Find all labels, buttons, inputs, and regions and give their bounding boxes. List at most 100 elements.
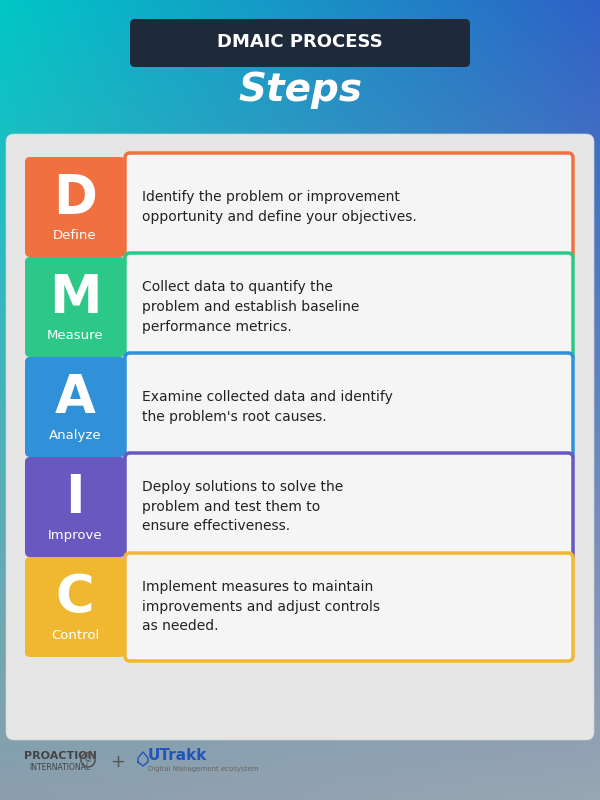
- Bar: [0, 619, 600, 624]
- Text: Identify the problem or improvement
opportunity and define your objectives.: Identify the problem or improvement oppo…: [142, 190, 417, 224]
- Text: Steps: Steps: [238, 71, 362, 109]
- Bar: [0, 635, 600, 640]
- Text: Improve: Improve: [47, 530, 103, 542]
- Bar: [0, 599, 600, 604]
- Bar: [0, 7, 600, 12]
- Bar: [0, 535, 600, 540]
- Bar: [0, 543, 600, 548]
- Bar: [0, 259, 600, 264]
- Bar: [0, 311, 600, 316]
- Bar: [0, 659, 600, 664]
- Text: C: C: [56, 572, 94, 624]
- Bar: [0, 47, 600, 52]
- Bar: [0, 151, 600, 156]
- Bar: [0, 523, 600, 528]
- Bar: [0, 495, 600, 500]
- Bar: [0, 591, 600, 596]
- Bar: [0, 443, 600, 448]
- Bar: [0, 743, 600, 748]
- Bar: [0, 499, 600, 504]
- Bar: [0, 419, 600, 424]
- Bar: [0, 155, 600, 160]
- Bar: [0, 639, 600, 644]
- Bar: [0, 731, 600, 736]
- Bar: [0, 3, 600, 8]
- Bar: [0, 203, 600, 208]
- Bar: [0, 783, 600, 788]
- Bar: [0, 407, 600, 412]
- Bar: [0, 355, 600, 360]
- Bar: [0, 239, 600, 244]
- Bar: [0, 571, 600, 576]
- Bar: [0, 171, 600, 176]
- FancyBboxPatch shape: [25, 557, 125, 657]
- Bar: [0, 351, 600, 356]
- Text: Define: Define: [53, 230, 97, 242]
- Text: Collect data to quantify the
problem and establish baseline
performance metrics.: Collect data to quantify the problem and…: [142, 281, 359, 334]
- Bar: [0, 531, 600, 536]
- Bar: [0, 511, 600, 516]
- Text: PROACTION: PROACTION: [23, 751, 97, 761]
- Bar: [0, 343, 600, 348]
- Bar: [0, 423, 600, 428]
- Bar: [0, 263, 600, 268]
- Bar: [0, 563, 600, 568]
- Bar: [0, 99, 600, 104]
- Bar: [0, 135, 600, 140]
- Bar: [0, 91, 600, 96]
- Bar: [0, 63, 600, 68]
- Bar: [0, 711, 600, 716]
- Bar: [0, 227, 600, 232]
- Text: UTrakk: UTrakk: [148, 749, 208, 763]
- Bar: [0, 195, 600, 200]
- Bar: [0, 215, 600, 220]
- Bar: [0, 55, 600, 60]
- Bar: [0, 335, 600, 340]
- Bar: [0, 115, 600, 120]
- Bar: [0, 467, 600, 472]
- FancyBboxPatch shape: [25, 257, 125, 357]
- Bar: [0, 159, 600, 164]
- Bar: [0, 459, 600, 464]
- Bar: [0, 595, 600, 600]
- Bar: [0, 219, 600, 224]
- Bar: [0, 347, 600, 352]
- Bar: [0, 463, 600, 468]
- Bar: [0, 375, 600, 380]
- Bar: [0, 327, 600, 332]
- Text: Analyze: Analyze: [49, 430, 101, 442]
- Bar: [0, 707, 600, 712]
- Bar: [0, 727, 600, 732]
- Bar: [0, 271, 600, 276]
- Bar: [0, 455, 600, 460]
- Bar: [0, 427, 600, 432]
- Text: DMAIC PROCESS: DMAIC PROCESS: [217, 33, 383, 51]
- Bar: [0, 471, 600, 476]
- Bar: [0, 31, 600, 36]
- Bar: [0, 567, 600, 572]
- Bar: [0, 119, 600, 124]
- Bar: [0, 187, 600, 192]
- Bar: [0, 615, 600, 620]
- Bar: [0, 671, 600, 676]
- Bar: [0, 507, 600, 512]
- Bar: [0, 211, 600, 216]
- Bar: [0, 767, 600, 772]
- Bar: [0, 655, 600, 660]
- Bar: [0, 175, 600, 180]
- FancyBboxPatch shape: [125, 353, 573, 461]
- Bar: [0, 331, 600, 336]
- Bar: [0, 191, 600, 196]
- Bar: [0, 0, 600, 4]
- Text: Examine collected data and identify
the problem's root causes.: Examine collected data and identify the …: [142, 390, 393, 424]
- Bar: [0, 123, 600, 128]
- Bar: [0, 435, 600, 440]
- Bar: [0, 199, 600, 204]
- Bar: [0, 515, 600, 520]
- FancyBboxPatch shape: [25, 457, 125, 557]
- Text: Control: Control: [51, 630, 99, 642]
- Bar: [0, 27, 600, 32]
- Bar: [0, 319, 600, 324]
- Bar: [0, 631, 600, 636]
- Text: Implement measures to maintain
improvements and adjust controls
as needed.: Implement measures to maintain improveme…: [142, 581, 380, 634]
